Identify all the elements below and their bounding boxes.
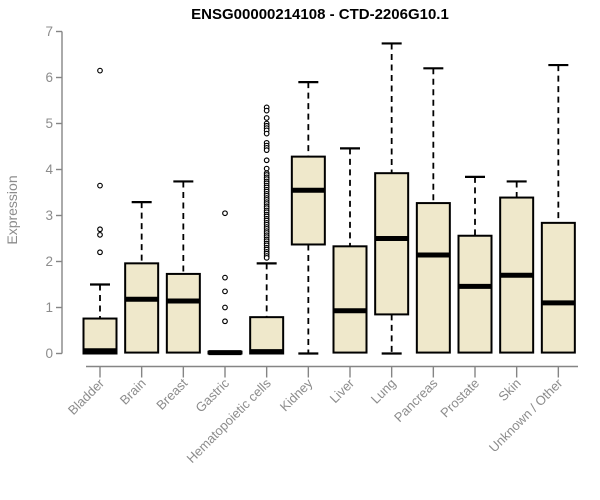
box — [415, 202, 451, 354]
box — [165, 272, 201, 354]
outlier-point — [263, 107, 270, 114]
y-tick-label: 6 — [45, 70, 53, 85]
x-tick-label: Kidney — [277, 375, 316, 414]
x-tick-label: Gastric — [192, 375, 232, 415]
outlier-point — [263, 115, 270, 121]
y-tick-label: 2 — [45, 254, 53, 269]
outlier-point — [263, 254, 270, 261]
box — [540, 221, 576, 354]
box — [457, 234, 493, 354]
box — [124, 262, 160, 354]
y-tick-label: 7 — [45, 24, 53, 39]
outlier-point — [263, 130, 270, 137]
box — [249, 316, 285, 355]
y-tick-label: 4 — [45, 162, 53, 177]
x-tick-label: Lung — [368, 376, 399, 407]
outlier-point — [263, 147, 270, 154]
outlier-point — [222, 210, 228, 217]
outlier-point — [263, 157, 270, 164]
x-tick-label: Brain — [117, 376, 149, 408]
outlier-point — [222, 274, 228, 281]
x-tick-label: Bladder — [65, 375, 108, 418]
x-tick-label: Breast — [153, 375, 190, 412]
box — [290, 155, 326, 246]
chart-title: ENSG00000214108 - CTD-2206G10.1 — [191, 6, 449, 23]
outlier-point — [222, 318, 228, 325]
box — [332, 245, 368, 354]
x-tick-label: Skin — [495, 376, 523, 404]
y-tick-label: 3 — [45, 208, 53, 223]
x-tick-label: Liver — [327, 375, 358, 406]
outlier-point — [97, 249, 103, 256]
y-tick-label: 5 — [45, 116, 53, 131]
outlier-point — [97, 67, 103, 74]
y-tick-label: 1 — [45, 300, 53, 315]
box — [82, 317, 118, 355]
outlier-point — [222, 304, 228, 311]
outlier-point — [222, 288, 228, 295]
box — [374, 172, 410, 316]
outlier-point — [97, 226, 103, 233]
outlier-point — [97, 182, 103, 189]
y-tick-label: 0 — [45, 346, 53, 361]
outlier-point — [263, 165, 270, 172]
x-tick-label: Unknown / Other — [486, 375, 566, 455]
x-tick-label: Prostate — [437, 376, 482, 421]
outlier-point — [97, 231, 103, 238]
x-tick-label: Pancreas — [391, 375, 441, 425]
